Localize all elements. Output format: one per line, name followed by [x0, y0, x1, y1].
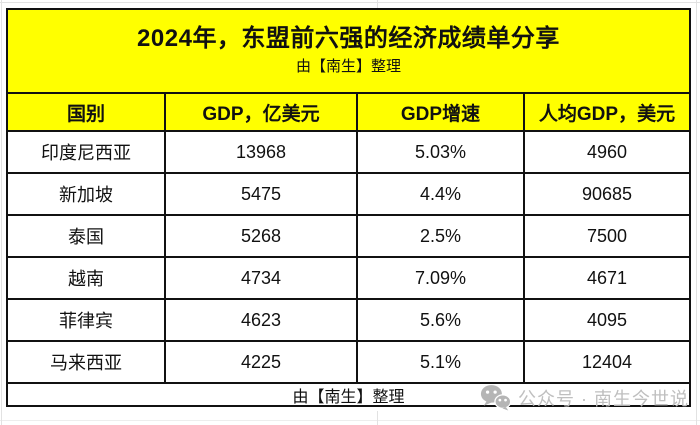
per-capita-cell: 7500 — [586, 225, 628, 246]
country-cell: 新加坡 — [8, 174, 166, 214]
per-capita-cell: 12404 — [581, 351, 633, 372]
country-cell: 马来西亚 — [8, 342, 166, 382]
country-cell: 菲律宾 — [8, 300, 166, 340]
growth-cell: 2.5% — [358, 216, 525, 256]
table-row-vietnam: 越南 4734 7.09% 4671 — [8, 258, 689, 300]
column-header-gdp-per-capita: 人均GDP，美元 — [538, 103, 676, 125]
gdp-cell: 4225 — [166, 342, 358, 382]
gridline — [377, 0, 378, 8]
table-row-philippines: 菲律宾 4623 5.6% 4095 — [8, 300, 689, 342]
column-header-gdp-growth: GDP增速 — [358, 94, 525, 130]
table-row-malaysia: 马来西亚 4225 5.1% 12404 — [8, 342, 689, 384]
growth-cell: 5.6% — [358, 300, 525, 340]
country-cell: 泰国 — [8, 216, 166, 256]
gdp-cell: 13968 — [166, 132, 358, 172]
table-row-singapore: 新加坡 5475 4.4% 90685 — [8, 174, 689, 216]
table-title-block: 2024年，东盟前六强的经济成绩单分享 由【南生】整理 — [8, 10, 689, 94]
gridline — [0, 420, 700, 421]
gdp-cell: 5268 — [166, 216, 358, 256]
growth-cell: 5.03% — [358, 132, 525, 172]
per-capita-cell: 90685 — [581, 183, 633, 204]
per-capita-cell: 4960 — [586, 141, 628, 162]
gridline — [1, 0, 2, 425]
gdp-cell: 5475 — [166, 174, 358, 214]
column-header-country: 国别 — [8, 94, 166, 130]
gridline — [696, 0, 697, 425]
per-capita-cell: 4671 — [586, 267, 628, 288]
gdp-cell: 4623 — [166, 300, 358, 340]
growth-cell: 4.4% — [358, 174, 525, 214]
table-title: 2024年，东盟前六强的经济成绩单分享 — [137, 24, 560, 52]
table-row-indonesia: 印度尼西亚 13968 5.03% 4960 — [8, 132, 689, 174]
economy-table: 2024年，东盟前六强的经济成绩单分享 由【南生】整理 国别 GDP，亿美元 G… — [6, 8, 691, 407]
growth-cell: 7.09% — [358, 258, 525, 298]
growth-cell: 5.1% — [358, 342, 525, 382]
country-cell: 越南 — [8, 258, 166, 298]
table-subtitle: 由【南生】整理 — [295, 58, 401, 76]
column-header-gdp: GDP，亿美元 — [166, 94, 358, 130]
gridline — [0, 2, 700, 3]
gdp-cell: 4734 — [166, 258, 358, 298]
table-header-row: 国别 GDP，亿美元 GDP增速 人均GDP，美元 — [8, 94, 689, 132]
gridline — [377, 411, 378, 425]
table-row-thailand: 泰国 5268 2.5% 7500 — [8, 216, 689, 258]
per-capita-cell: 4095 — [586, 309, 628, 330]
table-footer: 由【南生】整理 — [8, 384, 689, 406]
country-cell: 印度尼西亚 — [8, 132, 166, 172]
